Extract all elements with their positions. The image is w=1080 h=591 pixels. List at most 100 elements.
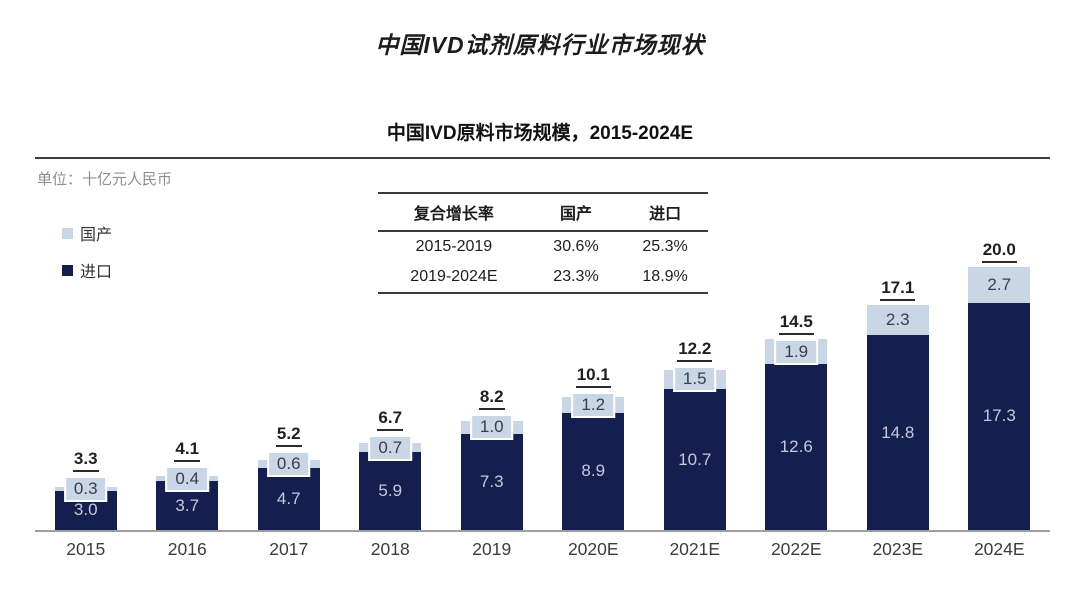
import-value-label: 8.9 [581,461,606,481]
import-value-label: 3.0 [73,500,98,520]
import-value-label: 14.8 [881,422,915,442]
chart-container: 中国IVD原料市场规模，2015-2024E 单位：十亿元人民币 国产 进口 复… [0,118,1080,560]
import-value-label: 17.3 [982,406,1016,426]
stacked-bar-2024E: 17.3 2.7 [968,267,1031,530]
unit-label: 单位：十亿元人民币 [37,171,173,188]
total-value: 3.3 [72,449,99,472]
domestic-value-label: 1.0 [469,414,514,441]
bars-group: 3.3 3.0 0.3 4.1 3.7 0.4 5.2 4.7 0.6 6.7 5.9 0.7 8.2 7… [35,159,1050,530]
total-value-label: 5.2 [238,424,340,448]
plot-area: 单位：十亿元人民币 国产 进口 复合增长率 国产 进口 [35,159,1050,532]
cagr-header-domestic: 国产 [529,193,623,232]
bar-slot-2018: 6.7 5.9 0.7 [340,159,442,530]
total-value: 17.1 [880,278,916,302]
total-value-label: 12.2 [644,339,746,363]
total-value-label: 4.1 [137,439,239,462]
total-value: 5.2 [275,424,302,448]
bar-slot-2016: 4.1 3.7 0.4 [137,159,239,530]
total-value: 20.0 [981,240,1017,263]
import-segment [562,412,625,530]
import-segment [968,302,1031,530]
page-title: 中国IVD试剂原料行业市场现状 [375,32,705,58]
x-axis-label-2023E: 2023E [872,539,924,559]
cagr-header-import: 进口 [622,193,708,232]
domestic-value-label: 1.9 [774,338,819,365]
stacked-bar-2020E: 8.9 1.2 [562,392,625,530]
stacked-bar-2019: 7.3 1.0 [460,414,523,530]
total-value-label: 8.2 [441,387,543,411]
x-axis-labels: 2015 2016 2017 2018 2019 2020E 2021E 2022E 2023E… [35,532,1050,560]
total-value: 14.5 [778,312,814,335]
x-axis-label-2015: 2015 [66,539,106,559]
stacked-bar-2016: 3.7 0.4 [156,465,219,530]
cagr-table-row: 2015-2019 30.6% 25.3% [378,231,708,262]
x-axis-label-2022E: 2022E [770,539,822,559]
chart-title: 中国IVD原料市场规模，2015-2024E [386,123,694,144]
domestic-value-label: 1.5 [672,366,717,393]
chart-frame: 单位：十亿元人民币 国产 进口 复合增长率 国产 进口 [35,157,1050,560]
cagr-import-value: 18.9% [642,268,688,285]
domestic-value-label: 2.7 [987,274,1012,294]
total-value-label: 6.7 [340,408,442,431]
legend-label-import: 进口 [80,264,113,281]
total-value: 4.1 [174,439,201,462]
bar-slot-2024E: 20.0 17.3 2.7 [949,159,1051,530]
import-value-label: 4.7 [276,489,301,509]
x-axis-label-2024E: 2024E [973,539,1025,559]
total-value-label: 10.1 [543,365,645,389]
domestic-segment [968,267,1031,303]
import-segment [765,364,828,530]
x-axis-label-2020E: 2020E [567,539,619,559]
x-axis-label-2017: 2017 [269,539,309,559]
stacked-bar-2015: 3.0 0.3 [54,475,117,530]
stacked-bar-2021E: 10.7 1.5 [663,366,726,530]
total-value: 6.7 [377,408,404,431]
total-value-label: 3.3 [35,449,137,472]
cagr-period: 2019-2024E [410,268,498,285]
import-segment [663,389,726,530]
stacked-bar-2023E: 14.8 2.3 [866,305,929,530]
import-segment [359,452,422,530]
total-value-label: 14.5 [746,312,848,335]
cagr-table-header-row: 复合增长率 国产 进口 [378,193,708,232]
legend-swatch-domestic-icon [62,227,73,239]
domestic-segment [866,305,929,336]
cagr-domestic-value: 30.6% [553,238,599,255]
legend-swatch-import-icon [62,264,73,276]
import-value-label: 7.3 [479,472,504,492]
import-segment [866,335,929,530]
bar-slot-2019: 8.2 7.3 1.0 [441,159,543,530]
x-axis-label-2016: 2016 [167,539,207,559]
import-value-label: 5.9 [378,481,403,501]
domestic-value-label: 0.4 [165,465,210,492]
domestic-value-label: 0.6 [266,451,311,478]
cagr-header-metric: 复合增长率 [378,193,530,232]
domestic-value-label: 2.3 [885,310,910,330]
cagr-domestic-value: 23.3% [553,268,599,285]
legend-label-domestic: 国产 [80,227,113,244]
bar-slot-2020E: 10.1 8.9 1.2 [543,159,645,530]
domestic-value-label: 0.7 [368,434,413,461]
x-axis-label-2018: 2018 [370,539,410,559]
total-value-label: 17.1 [847,278,949,302]
x-axis-label-2019: 2019 [472,539,512,559]
import-value-label: 12.6 [779,437,813,457]
bar-slot-2023E: 17.1 14.8 2.3 [847,159,949,530]
import-value-label: 10.7 [678,449,712,469]
bar-slot-2017: 5.2 4.7 0.6 [238,159,340,530]
legend-item-import: 进口 [62,258,112,282]
total-value-label: 20.0 [949,240,1051,263]
x-axis-label-2021E: 2021E [669,539,721,559]
cagr-table-row: 2019-2024E 23.3% 18.9% [378,262,708,293]
import-segment [460,434,523,530]
domestic-value-label: 1.2 [571,392,616,419]
bar-slot-2022E: 14.5 12.6 1.9 [746,159,848,530]
import-segment [257,468,320,530]
legend: 国产 进口 [62,221,112,295]
stacked-bar-2017: 4.7 0.6 [257,451,320,530]
total-value: 12.2 [677,339,713,363]
cagr-import-value: 25.3% [642,238,688,255]
stacked-bar-2022E: 12.6 1.9 [765,338,828,530]
domestic-value-label: 0.3 [63,475,108,502]
total-value: 8.2 [478,387,505,411]
